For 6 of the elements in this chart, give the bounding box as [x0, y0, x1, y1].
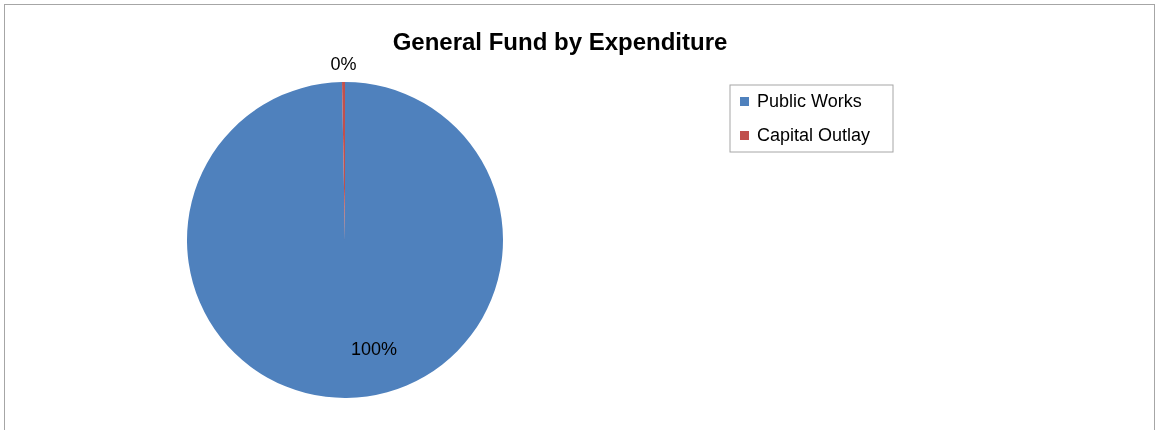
data-label: 100% — [351, 339, 398, 360]
pie-slice — [187, 82, 503, 398]
chart-title: General Fund by Expenditure — [392, 28, 728, 55]
legend-label: Public Works — [757, 90, 862, 111]
data-label: 0% — [330, 54, 357, 75]
legend-label: Capital Outlay — [757, 124, 871, 145]
